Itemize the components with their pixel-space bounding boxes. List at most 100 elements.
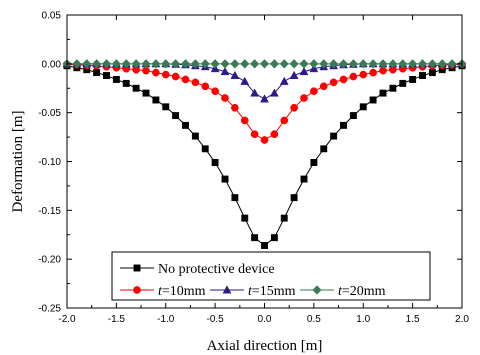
data-point — [182, 121, 189, 129]
data-point — [320, 145, 328, 153]
series-3 — [62, 59, 467, 69]
legend-label: t=20mm — [338, 284, 386, 299]
data-point — [330, 132, 338, 140]
legend-item: No protective device — [120, 262, 275, 277]
legend-marker — [133, 286, 141, 294]
data-point — [310, 87, 318, 96]
data-point — [101, 59, 112, 69]
data-point — [359, 103, 367, 111]
data-point — [279, 76, 289, 85]
data-point — [141, 59, 151, 69]
data-point — [201, 145, 209, 153]
data-point — [329, 78, 338, 87]
data-point — [447, 59, 457, 69]
data-point — [289, 70, 299, 80]
data-point — [338, 59, 349, 69]
data-point — [369, 96, 377, 104]
data-point — [290, 194, 298, 202]
data-point — [72, 59, 82, 69]
data-point — [171, 72, 180, 81]
legend-label-variable: t — [158, 284, 163, 299]
data-point — [329, 59, 339, 69]
data-point — [82, 59, 92, 69]
data-point — [181, 75, 190, 84]
data-point — [409, 76, 417, 83]
data-point — [399, 79, 407, 87]
data-point — [221, 175, 229, 183]
y-tick-label: 0.00 — [42, 59, 62, 70]
data-point — [191, 78, 200, 87]
data-point — [121, 59, 131, 69]
data-point — [359, 70, 368, 79]
data-point — [152, 68, 160, 77]
legend-label-text: =10mm — [162, 284, 206, 299]
x-tick-label: 0.0 — [258, 314, 272, 325]
data-point — [340, 121, 347, 129]
data-point — [172, 112, 180, 120]
data-point — [220, 59, 230, 69]
data-point — [251, 234, 259, 242]
legend-label-variable: t — [338, 284, 343, 299]
legend-item: t=10mm — [120, 284, 206, 299]
data-point — [221, 94, 229, 102]
data-point — [309, 59, 319, 69]
data-point — [378, 59, 388, 69]
data-point — [180, 59, 191, 69]
data-point — [250, 88, 260, 97]
data-point — [299, 59, 309, 69]
data-point — [211, 87, 219, 96]
legend-label: No protective device — [158, 262, 275, 277]
y-tick-label: -0.20 — [38, 255, 61, 266]
legend-box — [111, 251, 431, 301]
data-point — [231, 103, 239, 112]
data-point — [111, 59, 121, 69]
data-point — [388, 59, 398, 69]
data-point — [240, 116, 249, 125]
data-point — [230, 59, 240, 69]
data-point — [300, 175, 308, 183]
legend-marker — [133, 264, 141, 272]
data-point — [379, 89, 387, 97]
legend-label: t=10mm — [158, 284, 206, 299]
data-point — [269, 59, 279, 69]
data-point — [250, 59, 260, 69]
legend-item: t=15mm — [210, 284, 296, 299]
data-point — [240, 59, 250, 69]
data-point — [171, 59, 181, 69]
x-tick-label: -1.0 — [157, 314, 175, 325]
data-point — [152, 96, 160, 104]
x-tick-label: 0.5 — [307, 314, 321, 325]
data-point — [142, 89, 150, 97]
data-point — [241, 214, 249, 222]
data-point — [259, 59, 270, 69]
data-point — [417, 59, 428, 69]
data-point — [270, 130, 279, 139]
legend-label-variable: t — [248, 284, 253, 299]
data-point — [200, 59, 210, 69]
data-point — [260, 94, 269, 103]
data-point — [310, 159, 318, 166]
y-tick-label: -0.15 — [38, 206, 61, 217]
data-point — [161, 70, 170, 79]
data-point — [191, 132, 199, 140]
data-point — [389, 84, 397, 92]
data-point — [349, 72, 358, 81]
data-point — [299, 66, 309, 76]
data-point — [250, 130, 259, 139]
data-point — [428, 69, 436, 77]
data-point — [358, 59, 368, 69]
data-point — [339, 75, 348, 84]
y-axis-title: Deformation [m] — [10, 110, 26, 212]
data-point — [289, 59, 299, 69]
legend-label: t=15mm — [248, 284, 296, 299]
data-point — [419, 72, 426, 80]
data-point — [398, 59, 408, 69]
data-point — [92, 59, 102, 69]
data-point — [437, 59, 447, 69]
data-point — [279, 59, 289, 69]
data-point — [270, 234, 278, 242]
data-point — [368, 59, 378, 69]
data-point — [190, 59, 200, 69]
